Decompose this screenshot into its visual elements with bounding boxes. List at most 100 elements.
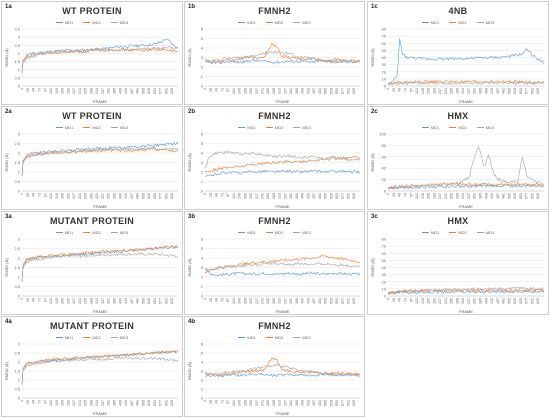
x-axis-title: FRAME: [276, 99, 290, 104]
x-tick-label: 385: [113, 88, 117, 94]
x-tick-label: 145: [421, 193, 425, 199]
x-tick-label: 601: [346, 193, 350, 199]
x-tick-label: 457: [312, 298, 316, 304]
x-tick-label: 289: [272, 193, 276, 199]
x-tick-label: 193: [66, 193, 70, 199]
legend-label: MD3: [119, 230, 129, 235]
x-tick-label: 73: [38, 400, 42, 404]
x-tick-label: 97: [43, 298, 47, 302]
x-tick-label: 265: [266, 298, 270, 304]
y-tick-label: 0: [201, 84, 204, 89]
y-axis-title: RMSD (Å): [4, 153, 9, 172]
x-axis-title: FRAME: [93, 411, 107, 416]
y-tick-label: 70: [382, 34, 387, 39]
y-tick-label: 30: [382, 62, 387, 67]
chart-plot-3c: 0 10 20 30 40 50 60 70 80 1 25 49 73 97 121 145 169 193 21…: [370, 237, 545, 314]
legend-label: MD3: [485, 125, 495, 130]
x-tick-label: 457: [130, 298, 134, 304]
x-tick-label: 97: [409, 298, 413, 302]
x-tick-label: 169: [61, 400, 65, 406]
series-line-md2: [204, 155, 361, 173]
x-tick-label: 505: [141, 400, 145, 406]
x-tick-label: 625: [536, 298, 540, 304]
x-tick-label: 433: [306, 88, 310, 94]
chart-panel-2c: 2c HMX MD1 MD2 MD3 0 20 40 60 80 100 1 25 49 73 97 121 14…: [367, 106, 549, 210]
x-tick-label: 265: [266, 193, 270, 199]
x-tick-label: 337: [283, 193, 287, 199]
legend-label: MD3: [119, 335, 129, 340]
x-tick-label: 241: [78, 298, 82, 304]
chart-panel-3b: 3b FMNH2 MD1 MD2 MD3 0 1 2 3 4 5 6 1 25 49 73 97 121 145 16…: [184, 211, 365, 315]
chart-title: MUTANT PROTEIN: [49, 321, 135, 331]
x-tick-label: 121: [232, 400, 236, 406]
y-tick-label: 1.5: [14, 160, 20, 165]
y-tick-label: 3: [201, 369, 204, 374]
y-tick-label: 0: [18, 84, 21, 89]
x-tick-label: 1: [203, 88, 207, 90]
x-tick-label: 25: [209, 298, 213, 302]
x-tick-label: 361: [289, 88, 293, 94]
x-axis-title: FRAME: [93, 99, 107, 104]
y-tick-label: 0: [18, 189, 21, 194]
x-tick-label: 433: [490, 298, 494, 304]
x-tick-label: 529: [147, 193, 151, 199]
x-tick-label: 241: [444, 193, 448, 199]
legend-swatch: [421, 22, 429, 24]
legend-swatch: [476, 232, 484, 234]
x-tick-label: 577: [159, 88, 163, 94]
y-tick-label: 2: [18, 51, 21, 56]
x-tick-label: 169: [61, 298, 65, 304]
y-tick-label: 2: [18, 360, 21, 365]
y-tick-label: 0.5: [14, 387, 20, 392]
x-tick-label: 529: [147, 88, 151, 94]
x-tick-label: 313: [95, 400, 99, 406]
chart-panel-2a: 2a WT PROTEIN MD1 MD2 MD3 0 0.5 1 1.5 2 2.5 3 1 25 49 7…: [1, 106, 183, 210]
legend-swatch: [265, 337, 273, 339]
x-tick-label: 529: [329, 298, 333, 304]
x-tick-label: 241: [78, 193, 82, 199]
x-tick-label: 409: [484, 193, 488, 199]
x-tick-label: 169: [61, 88, 65, 94]
panel-id: 4b: [188, 319, 196, 325]
legend-item: MD2: [265, 335, 283, 340]
y-tick-label: 2: [18, 256, 21, 261]
x-tick-label: 73: [220, 298, 224, 302]
x-axis-title: FRAME: [276, 204, 290, 209]
x-tick-label: 457: [496, 298, 500, 304]
legend-label: MD2: [92, 335, 101, 340]
y-tick-label: 70: [382, 244, 387, 249]
y-axis-title: RMSD (Å): [187, 258, 192, 277]
chart-title: FMNH2: [258, 111, 291, 121]
y-tick-label: 2: [201, 170, 204, 175]
x-tick-label: 505: [507, 193, 511, 199]
legend-swatch: [238, 232, 246, 234]
series-line-md3: [387, 81, 545, 85]
legend-item: MD1: [238, 125, 256, 130]
y-tick-label: 20: [382, 69, 387, 74]
x-tick-label: 193: [66, 88, 70, 94]
x-tick-label: 169: [243, 298, 247, 304]
chart-title: FMNH2: [258, 216, 291, 226]
x-tick-label: 265: [450, 193, 454, 199]
x-tick-label: 289: [272, 400, 276, 406]
legend-swatch: [238, 337, 246, 339]
x-tick-label: 505: [141, 193, 145, 199]
x-tick-label: 1: [386, 193, 390, 195]
y-tick-label: 2: [201, 378, 204, 383]
x-tick-label: 577: [525, 193, 529, 199]
x-tick-label: 313: [461, 298, 465, 304]
y-tick-label: 1: [18, 67, 21, 72]
chart-panel-4b: 4b FMNH2 MD1 MD2 MD3 0 1 2 3 4 5 6 1 25 49 73 97 121 145 16…: [184, 316, 365, 417]
x-tick-label: 529: [513, 298, 517, 304]
x-tick-label: 1: [386, 298, 390, 300]
legend-swatch: [476, 127, 484, 129]
x-tick-label: 577: [525, 88, 529, 94]
x-tick-label: 601: [164, 298, 168, 304]
x-tick-label: 121: [232, 298, 236, 304]
legend-label: MD2: [274, 230, 284, 235]
legend-item: MD3: [110, 230, 129, 235]
x-tick-label: 265: [84, 193, 88, 199]
panel-id: 4a: [5, 319, 12, 325]
legend-label: MD2: [92, 20, 101, 25]
legend-item: MD2: [265, 230, 284, 235]
